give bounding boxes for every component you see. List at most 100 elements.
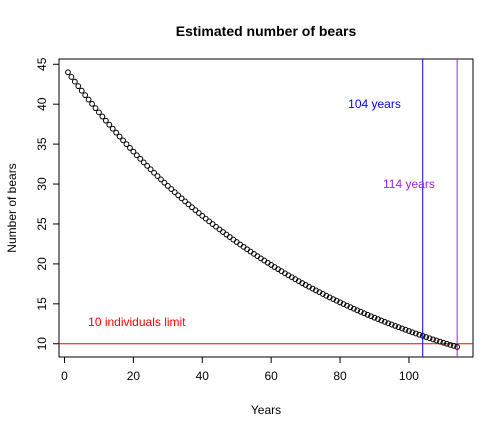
data-point [195,210,202,216]
data-point [106,121,113,128]
annotation-label: 104 years [348,97,401,111]
data-point [381,318,388,325]
data-point [354,307,361,314]
data-point [133,152,140,159]
data-point [423,334,430,340]
y-tick-label: 20 [35,257,49,271]
plot-frame [58,58,474,358]
annotations: 10 individuals limit 104 years 114 years [88,97,435,329]
data-point [378,317,385,324]
reference-lines [59,59,473,357]
x-tick-label: 0 [61,369,68,383]
x-axis-label: Years [251,403,281,417]
data-point [412,330,419,337]
annotation-label: 10 individuals limit [88,315,186,329]
data-point [171,189,178,196]
data-point [347,304,354,311]
y-tick-label: 35 [35,137,49,151]
data-point [75,83,82,90]
annotation-label: 114 years [383,177,435,191]
data-point [440,339,447,346]
y-tick-label: 30 [35,177,49,191]
data-point [199,212,206,219]
data-point [178,195,185,202]
data-point [206,218,213,225]
data-point [330,296,337,302]
data-point [151,169,157,176]
x-tick-label: 60 [264,369,278,383]
data-point [116,133,123,140]
data-point [161,179,168,186]
data-point [371,314,378,321]
data-point [140,159,147,166]
data-point [113,129,120,136]
x-axis: 0 20 40 60 80 100 [61,357,419,383]
data-point [244,246,250,253]
data-point [350,305,357,312]
data-point [388,321,395,328]
data-point [65,69,71,76]
data-point [419,332,426,339]
data-point [433,337,440,344]
data-point [71,78,78,85]
data-point [409,329,416,336]
data-point [368,313,374,320]
data-point [426,335,433,342]
data-point [123,141,130,148]
data-point [89,100,95,107]
data-point [247,248,254,255]
data-point [402,326,409,333]
data-point [168,186,175,192]
y-tick-label: 10 [35,337,49,351]
data-point [240,243,247,250]
data-point [333,297,340,304]
x-tick-label: 80 [333,369,347,383]
data-point [175,192,182,199]
data-point [443,340,450,347]
data-point [189,204,195,211]
data-point [340,301,347,307]
data-point [130,148,137,155]
data-point [344,302,350,309]
y-tick-label: 15 [35,297,49,311]
data-point [399,325,405,332]
data-point [96,109,102,116]
data-point [454,344,461,350]
data-point [406,328,412,334]
data-point [85,96,92,103]
data-point [450,342,457,349]
y-tick-label: 25 [35,217,49,231]
data-point [392,323,399,329]
data-point [182,198,188,205]
data-point [154,173,161,179]
y-axis: 10 15 20 25 30 35 40 45 [35,57,59,350]
data-point [326,294,333,301]
data-point [164,182,171,189]
data-point [158,176,164,183]
data-point [147,166,154,173]
data-point [192,207,199,214]
data-point [337,299,343,306]
data-point [92,105,99,112]
data-point [437,338,443,345]
data-point [99,113,106,120]
data-point [82,92,89,99]
data-point [202,215,209,222]
data-point [430,336,436,343]
data-points [65,69,461,350]
y-tick-label: 45 [35,57,49,71]
y-axis-label: Number of bears [5,163,19,252]
data-point [395,324,402,331]
data-point [109,125,116,132]
data-point [375,316,381,322]
data-point [68,74,75,80]
x-tick-label: 20 [127,369,141,383]
data-point [185,201,192,208]
data-point [120,137,126,144]
data-point [416,331,423,338]
data-point [78,87,85,94]
data-point [127,145,133,151]
data-point [357,308,364,315]
x-tick-label: 100 [399,369,419,383]
